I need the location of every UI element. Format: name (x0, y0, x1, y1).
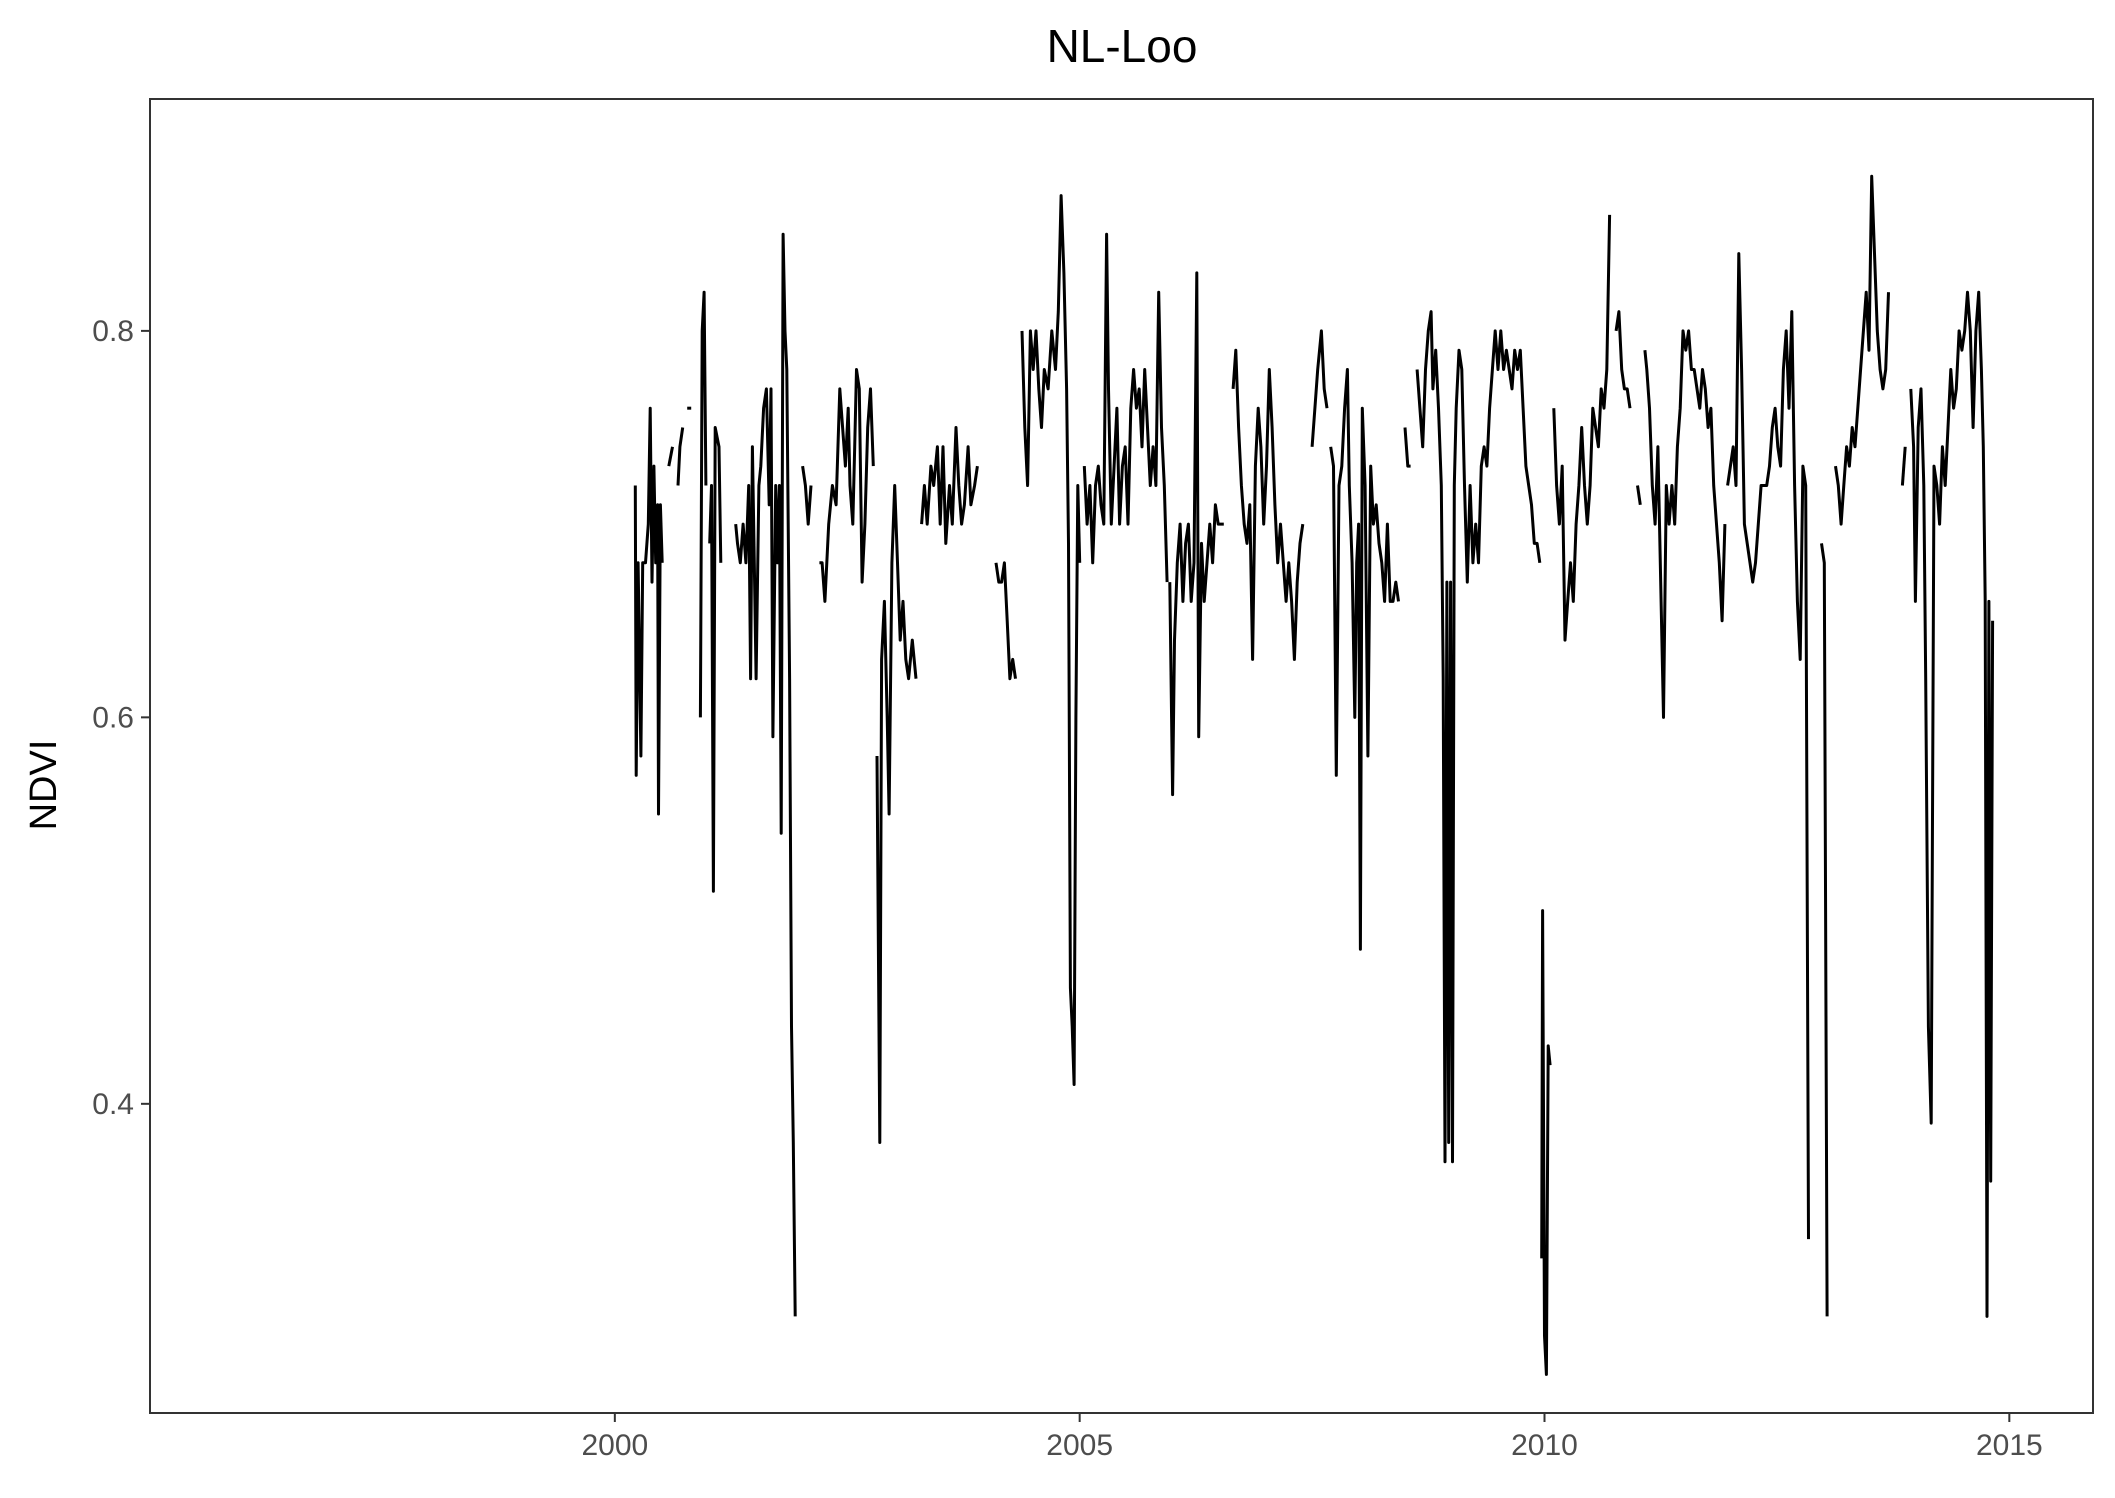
ndvi-line-segment (1415, 310, 1542, 1164)
ndvi-line-segment (1020, 194, 1082, 1086)
ndvi-line-segment (1552, 214, 1612, 642)
ndvi-line-segment (1082, 232, 1169, 583)
ndvi-line-segment (1726, 252, 1810, 1240)
x-tick-label: 2005 (1046, 1429, 1113, 1462)
ndvi-line-segment (875, 484, 918, 1144)
x-tick-label: 2000 (581, 1429, 648, 1462)
ndvi-line-segment (920, 426, 979, 545)
ndvi-line-segment (633, 406, 664, 816)
ndvi-line-segment (1636, 485, 1642, 506)
ndvi-line-segment (667, 446, 674, 467)
ndvi-line-segment (801, 465, 813, 526)
ndvi-line-segment (698, 290, 708, 718)
axis-ticks: 2000 2005 2010 2015 0.4 0.6 0.8 (92, 315, 2042, 1462)
ndvi-line-segment (734, 232, 797, 1317)
y-axis-title: NDVI (23, 740, 65, 831)
ndvi-line-segment (819, 368, 875, 603)
plot-panel-border (149, 98, 2094, 1414)
y-tick-label: 0.8 (92, 315, 134, 348)
ndvi-line-segment (1231, 348, 1305, 661)
ndvi-line-segment (708, 426, 723, 893)
x-tick-label: 2015 (1976, 1429, 2043, 1462)
ndvi-line-segment (1820, 543, 1829, 1317)
ndvi-line-segment (1834, 174, 1890, 526)
chart-title: NL-Loo (1047, 20, 1198, 72)
ndvi-line-segment (1643, 329, 1727, 719)
ndvi-series (633, 174, 1995, 1376)
ndvi-line-segment (1614, 310, 1632, 409)
x-tick-label: 2010 (1511, 1429, 1578, 1462)
ndvi-line-segment (1540, 909, 1552, 1376)
ndvi-line-segment (1168, 271, 1224, 797)
ndvi-line-segment (1310, 329, 1329, 447)
ndvi-line-segment (1403, 427, 1411, 468)
ndvi-line-segment (676, 427, 685, 486)
ndvi-line-segment (1900, 446, 1907, 486)
ndvi-line-segment (994, 561, 1017, 681)
ndvi-line-segment (1329, 368, 1400, 951)
y-tick-label: 0.6 (92, 701, 134, 734)
y-tick-label: 0.4 (92, 1088, 134, 1121)
ndvi-line-segment (1909, 290, 1995, 1318)
